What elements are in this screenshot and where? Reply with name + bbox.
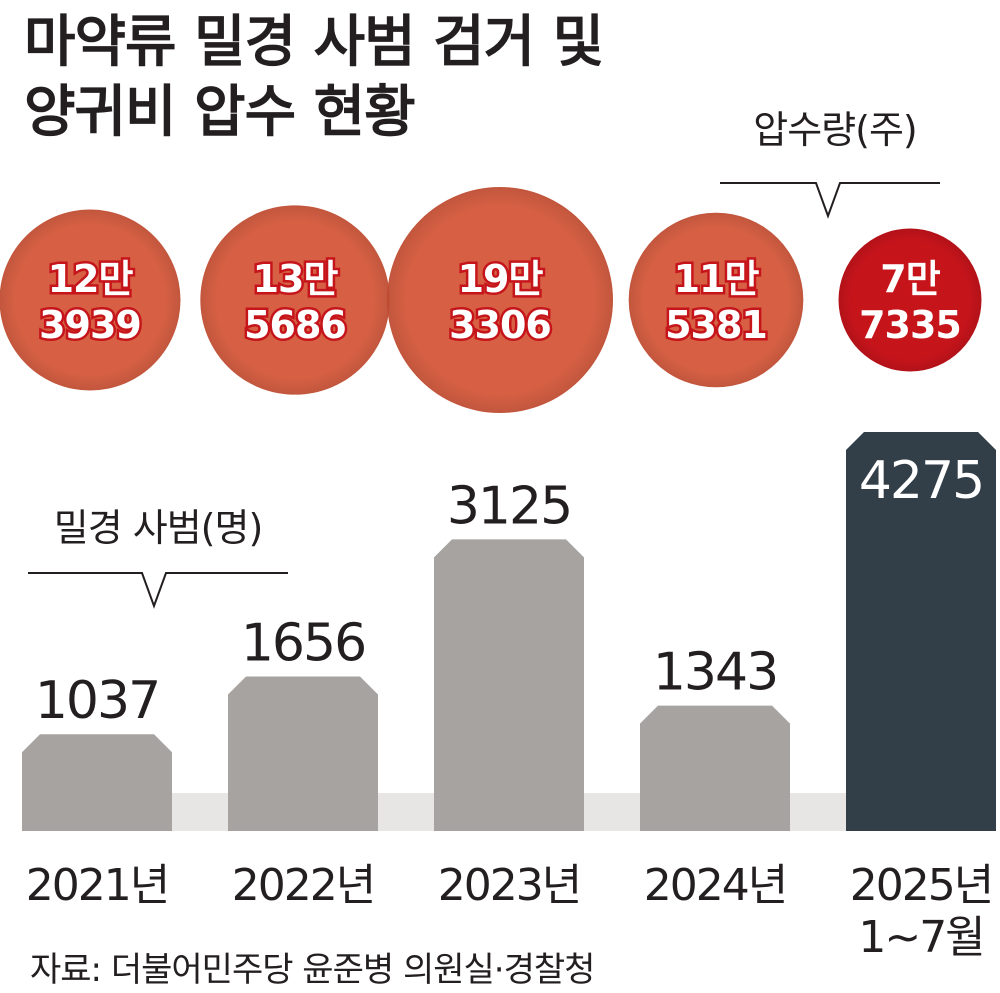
seizure-value-3-line-2: 3306 xyxy=(449,303,551,347)
arrest-bar-4 xyxy=(640,705,790,831)
arrest-value-1: 1037 xyxy=(35,671,159,731)
chart-title-line-1: 마약류 밀경 사범 검거 및 xyxy=(24,10,604,75)
arrest-bar-2 xyxy=(228,676,378,831)
seizure-value-5-line-2: 7335 xyxy=(859,303,961,347)
arrest-value-3: 3125 xyxy=(447,476,571,536)
seizure-bubble-shade-5 xyxy=(838,228,982,372)
arrest-value-5: 4275 xyxy=(859,451,983,511)
seizure-value-3-line-1: 19만 xyxy=(458,257,544,301)
x-label-2-line-1: 2022년 xyxy=(232,860,374,911)
x-label-5-line-2: 1~7월 xyxy=(858,912,983,963)
x-label-4-line-1: 2024년 xyxy=(644,860,786,911)
legend-arrest-pointer xyxy=(28,572,288,609)
x-label-3-line-1: 2023년 xyxy=(438,860,580,911)
arrest-bar-1 xyxy=(22,734,172,831)
seizure-value-4-line-1: 11만 xyxy=(674,257,760,301)
legend-seizure: 압수량(주) xyxy=(720,108,940,219)
seizure-bubble-shade-4 xyxy=(628,212,804,388)
seizure-value-5-line-1: 7만 xyxy=(880,257,940,301)
legend-seizure-pointer xyxy=(720,182,940,219)
arrest-bar-5 xyxy=(846,432,996,831)
legend-arrest-label: 밀경 사범(명) xyxy=(54,506,263,550)
arrest-value-4: 1343 xyxy=(653,643,777,703)
seizure-bubble-shade-3 xyxy=(387,187,613,413)
legend-seizure-label: 압수량(주) xyxy=(753,108,917,152)
arrest-bar-3 xyxy=(434,539,584,831)
arrest-bars: 1037 1656 3125 1343 4275 xyxy=(22,432,996,831)
seizure-bubble-shade-1 xyxy=(0,209,181,391)
seizure-value-1-line-1: 12만 xyxy=(48,257,134,301)
seizure-value-2-line-2: 5686 xyxy=(244,303,346,347)
x-label-5-line-1: 2025년 xyxy=(850,860,992,911)
seizure-value-4-line-2: 5381 xyxy=(665,303,767,347)
chart-title-line-2: 양귀비 압수 현황 xyxy=(24,80,416,145)
seizure-bubble-shade-2 xyxy=(200,205,390,395)
seizure-value-2-line-1: 13만 xyxy=(253,257,339,301)
legend-arrest: 밀경 사범(명) xyxy=(28,506,288,609)
seizure-value-1-line-2: 3939 xyxy=(39,303,141,347)
chart-title: 마약류 밀경 사범 검거 및 양귀비 압수 현황 xyxy=(24,8,604,148)
x-label-1-line-1: 2021년 xyxy=(26,860,168,911)
arrest-value-2: 1656 xyxy=(241,613,365,673)
source-note: 자료: 더불어민주당 윤준병 의원실·경찰청 xyxy=(30,950,595,990)
